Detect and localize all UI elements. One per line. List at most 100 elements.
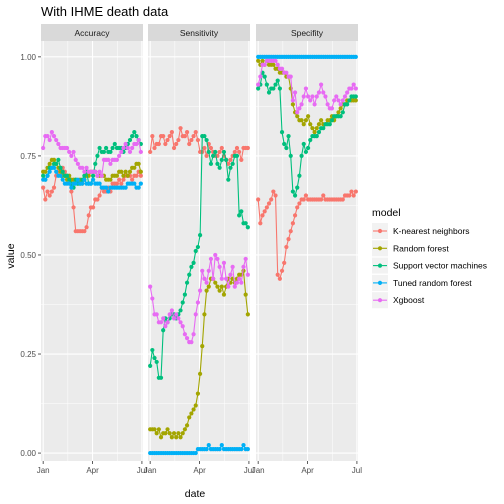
data-point-random-forest bbox=[169, 435, 174, 440]
data-point-k-nearest-neighbors bbox=[97, 193, 102, 198]
data-point-xgboost bbox=[82, 169, 87, 174]
data-point-random-forest bbox=[193, 403, 198, 408]
data-point-k-nearest-neighbors bbox=[232, 149, 237, 155]
data-point-xgboost bbox=[171, 316, 177, 321]
data-point-xgboost bbox=[323, 94, 328, 99]
x-axis-title: date bbox=[185, 488, 206, 500]
legend-label: Xgboost bbox=[393, 295, 425, 305]
data-point-support-vector-machines bbox=[256, 86, 261, 91]
data-point-support-vector-machines bbox=[273, 82, 278, 87]
data-point-xgboost bbox=[176, 316, 181, 321]
data-point-support-vector-machines bbox=[189, 264, 194, 269]
data-point-random-forest bbox=[119, 169, 124, 174]
data-point-support-vector-machines bbox=[264, 82, 269, 87]
data-point-random-forest bbox=[121, 173, 126, 178]
data-point-support-vector-machines bbox=[195, 244, 201, 250]
data-point-tuned-random-forest bbox=[51, 165, 57, 170]
data-point-support-vector-machines bbox=[64, 173, 70, 178]
data-point-xgboost bbox=[224, 276, 229, 281]
data-point-k-nearest-neighbors bbox=[195, 137, 201, 143]
data-point-support-vector-machines bbox=[275, 78, 280, 83]
data-point-xgboost bbox=[197, 288, 203, 293]
data-point-xgboost bbox=[312, 102, 317, 107]
data-point-k-nearest-neighbors bbox=[49, 189, 54, 194]
data-point-tuned-random-forest bbox=[138, 181, 143, 186]
data-point-k-nearest-neighbors bbox=[204, 153, 209, 159]
chart-title: With IHME death data bbox=[41, 4, 169, 19]
data-point-xgboost bbox=[349, 86, 354, 91]
data-point-xgboost bbox=[93, 169, 98, 174]
data-point-support-vector-machines bbox=[180, 300, 185, 305]
data-point-support-vector-machines bbox=[97, 145, 102, 151]
data-point-tuned-random-forest bbox=[43, 177, 48, 182]
data-point-support-vector-machines bbox=[286, 133, 291, 139]
data-point-random-forest bbox=[319, 118, 324, 123]
data-point-xgboost bbox=[303, 86, 309, 91]
data-point-k-nearest-neighbors bbox=[228, 157, 233, 162]
data-point-support-vector-machines bbox=[130, 133, 135, 139]
legend-key bbox=[372, 240, 388, 257]
data-point-k-nearest-neighbors bbox=[264, 205, 269, 210]
legend-key-point bbox=[377, 263, 383, 268]
data-point-support-vector-machines bbox=[266, 90, 272, 95]
data-point-k-nearest-neighbors bbox=[277, 276, 282, 281]
data-point-support-vector-machines bbox=[292, 193, 298, 198]
data-point-random-forest bbox=[132, 165, 137, 170]
data-point-k-nearest-neighbors bbox=[321, 193, 326, 198]
data-point-k-nearest-neighbors bbox=[351, 193, 356, 198]
data-point-k-nearest-neighbors bbox=[202, 145, 207, 151]
data-point-k-nearest-neighbors bbox=[121, 177, 126, 182]
panel-strip-label: Accuracy bbox=[75, 28, 111, 38]
data-point-support-vector-machines bbox=[277, 86, 282, 91]
data-point-random-forest bbox=[174, 435, 179, 440]
data-point-xgboost bbox=[134, 141, 139, 147]
data-point-support-vector-machines bbox=[191, 260, 196, 265]
data-point-k-nearest-neighbors bbox=[219, 145, 224, 151]
data-point-xgboost bbox=[167, 312, 172, 317]
data-point-support-vector-machines bbox=[239, 209, 244, 214]
data-point-random-forest bbox=[290, 102, 295, 107]
data-point-support-vector-machines bbox=[193, 248, 198, 254]
data-point-support-vector-machines bbox=[338, 114, 343, 119]
data-point-xgboost bbox=[314, 94, 319, 99]
data-point-xgboost bbox=[228, 272, 233, 277]
data-point-random-forest bbox=[167, 431, 172, 436]
data-point-k-nearest-neighbors bbox=[340, 197, 345, 202]
data-point-tuned-random-forest bbox=[69, 185, 74, 190]
data-point-support-vector-machines bbox=[297, 173, 302, 178]
data-point-xgboost bbox=[308, 98, 313, 103]
data-point-random-forest bbox=[316, 122, 322, 127]
data-point-xgboost bbox=[121, 145, 126, 151]
data-point-xgboost bbox=[279, 66, 285, 71]
data-point-xgboost bbox=[71, 149, 76, 155]
data-point-tuned-random-forest bbox=[75, 177, 80, 182]
y-tick-label: 0.75 bbox=[20, 152, 36, 161]
data-point-xgboost bbox=[332, 98, 337, 103]
data-point-k-nearest-neighbors bbox=[189, 137, 194, 143]
data-point-xgboost bbox=[221, 260, 227, 265]
data-point-support-vector-machines bbox=[211, 153, 216, 159]
data-point-k-nearest-neighbors bbox=[161, 133, 166, 139]
x-tick-label: Apr bbox=[86, 466, 99, 475]
data-point-support-vector-machines bbox=[303, 149, 309, 155]
data-point-support-vector-machines bbox=[301, 141, 306, 147]
x-tick-label: Jul bbox=[137, 466, 147, 475]
data-point-k-nearest-neighbors bbox=[165, 137, 170, 143]
series-line-random-forest bbox=[257, 59, 356, 134]
data-point-xgboost bbox=[288, 74, 293, 79]
data-point-xgboost bbox=[138, 149, 143, 155]
data-point-random-forest bbox=[217, 288, 222, 293]
data-point-xgboost bbox=[219, 276, 224, 281]
data-point-k-nearest-neighbors bbox=[282, 260, 287, 265]
data-point-xgboost bbox=[297, 106, 302, 111]
data-point-xgboost bbox=[158, 320, 164, 325]
data-point-random-forest bbox=[180, 431, 185, 436]
legend-key-point bbox=[377, 280, 383, 285]
data-point-k-nearest-neighbors bbox=[156, 141, 161, 147]
data-point-xgboost bbox=[353, 86, 358, 91]
series-line-k-nearest-neighbors bbox=[149, 128, 248, 165]
data-point-xgboost bbox=[301, 94, 306, 99]
data-point-support-vector-machines bbox=[305, 145, 311, 151]
data-point-support-vector-machines bbox=[132, 130, 137, 135]
data-point-k-nearest-neighbors bbox=[284, 244, 289, 250]
